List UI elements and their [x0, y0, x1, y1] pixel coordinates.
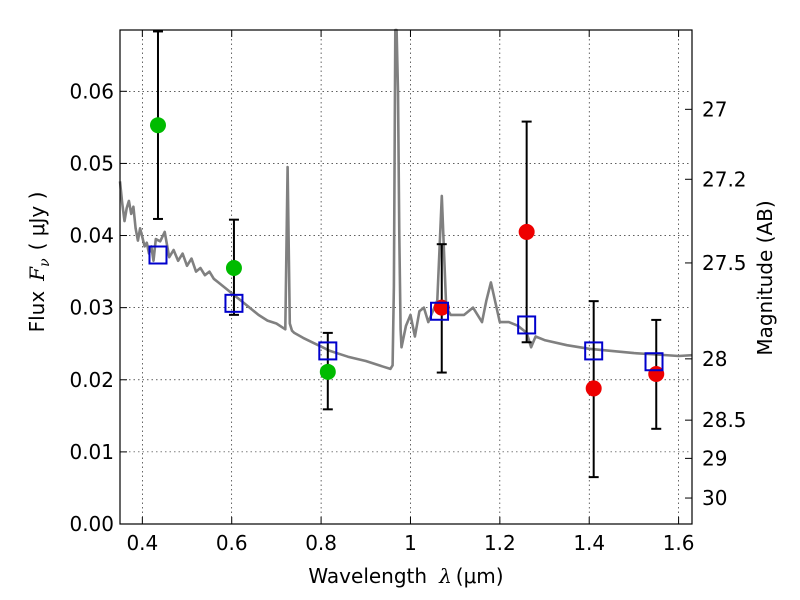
data-point	[319, 363, 336, 380]
y-tick-label: 0.01	[69, 440, 114, 464]
data-point	[225, 259, 242, 276]
ticks-layer: 0.4 0.6 0.8 1 1.2 1.4 1.6 0.00 0.01 0.02 0.03 0.04 0…	[69, 30, 747, 555]
x-tick-label: 0.4	[126, 531, 158, 555]
data-point	[585, 380, 602, 397]
x-tick-label: 1.6	[663, 531, 695, 555]
y2-tick-label: 28	[702, 347, 727, 371]
y2-tick-label: 30	[702, 486, 727, 510]
y2-axis-label: Magnitude (AB)	[753, 200, 777, 355]
y-tick-label: 0.04	[69, 224, 114, 248]
x-tick-label: 1.2	[484, 531, 516, 555]
x-axis-label: Wavelength λ (μm)	[308, 564, 503, 588]
y-axis-label: FluxFν( μJy )	[25, 192, 53, 333]
x-tick-label: 0.8	[305, 531, 337, 555]
x-tick-label: 0.6	[216, 531, 248, 555]
plot-frame	[119, 29, 693, 525]
model-photometry-point	[517, 315, 537, 335]
y2-tick-label: 27.2	[702, 167, 747, 191]
model-layer	[118, 28, 693, 371]
model-photometry-point	[318, 341, 338, 361]
y-tick-label: 0.05	[69, 151, 114, 175]
model-photometry-point	[644, 352, 664, 372]
model-photometry-point	[148, 245, 168, 265]
data-point	[518, 223, 535, 240]
model-photometry-point	[224, 293, 244, 313]
y-tick-label: 0.02	[69, 368, 114, 392]
x-tick-label: 1.4	[573, 531, 605, 555]
model-photometry-point	[584, 341, 604, 361]
x-tick-label: 1	[404, 531, 417, 555]
y-tick-label: 0.06	[69, 79, 114, 103]
y2-tick-label: 27.5	[702, 251, 747, 275]
data-point	[149, 117, 166, 134]
y2-tick-label: 27	[702, 97, 727, 121]
y-tick-label: 0.00	[69, 512, 114, 536]
points-layer	[148, 30, 665, 479]
model-photometry-point	[430, 301, 450, 321]
model-spectrum-line	[118, 28, 693, 371]
y2-tick-label: 28.5	[702, 408, 747, 432]
y-tick-label: 0.03	[69, 296, 114, 320]
y2-tick-label: 29	[702, 446, 727, 470]
